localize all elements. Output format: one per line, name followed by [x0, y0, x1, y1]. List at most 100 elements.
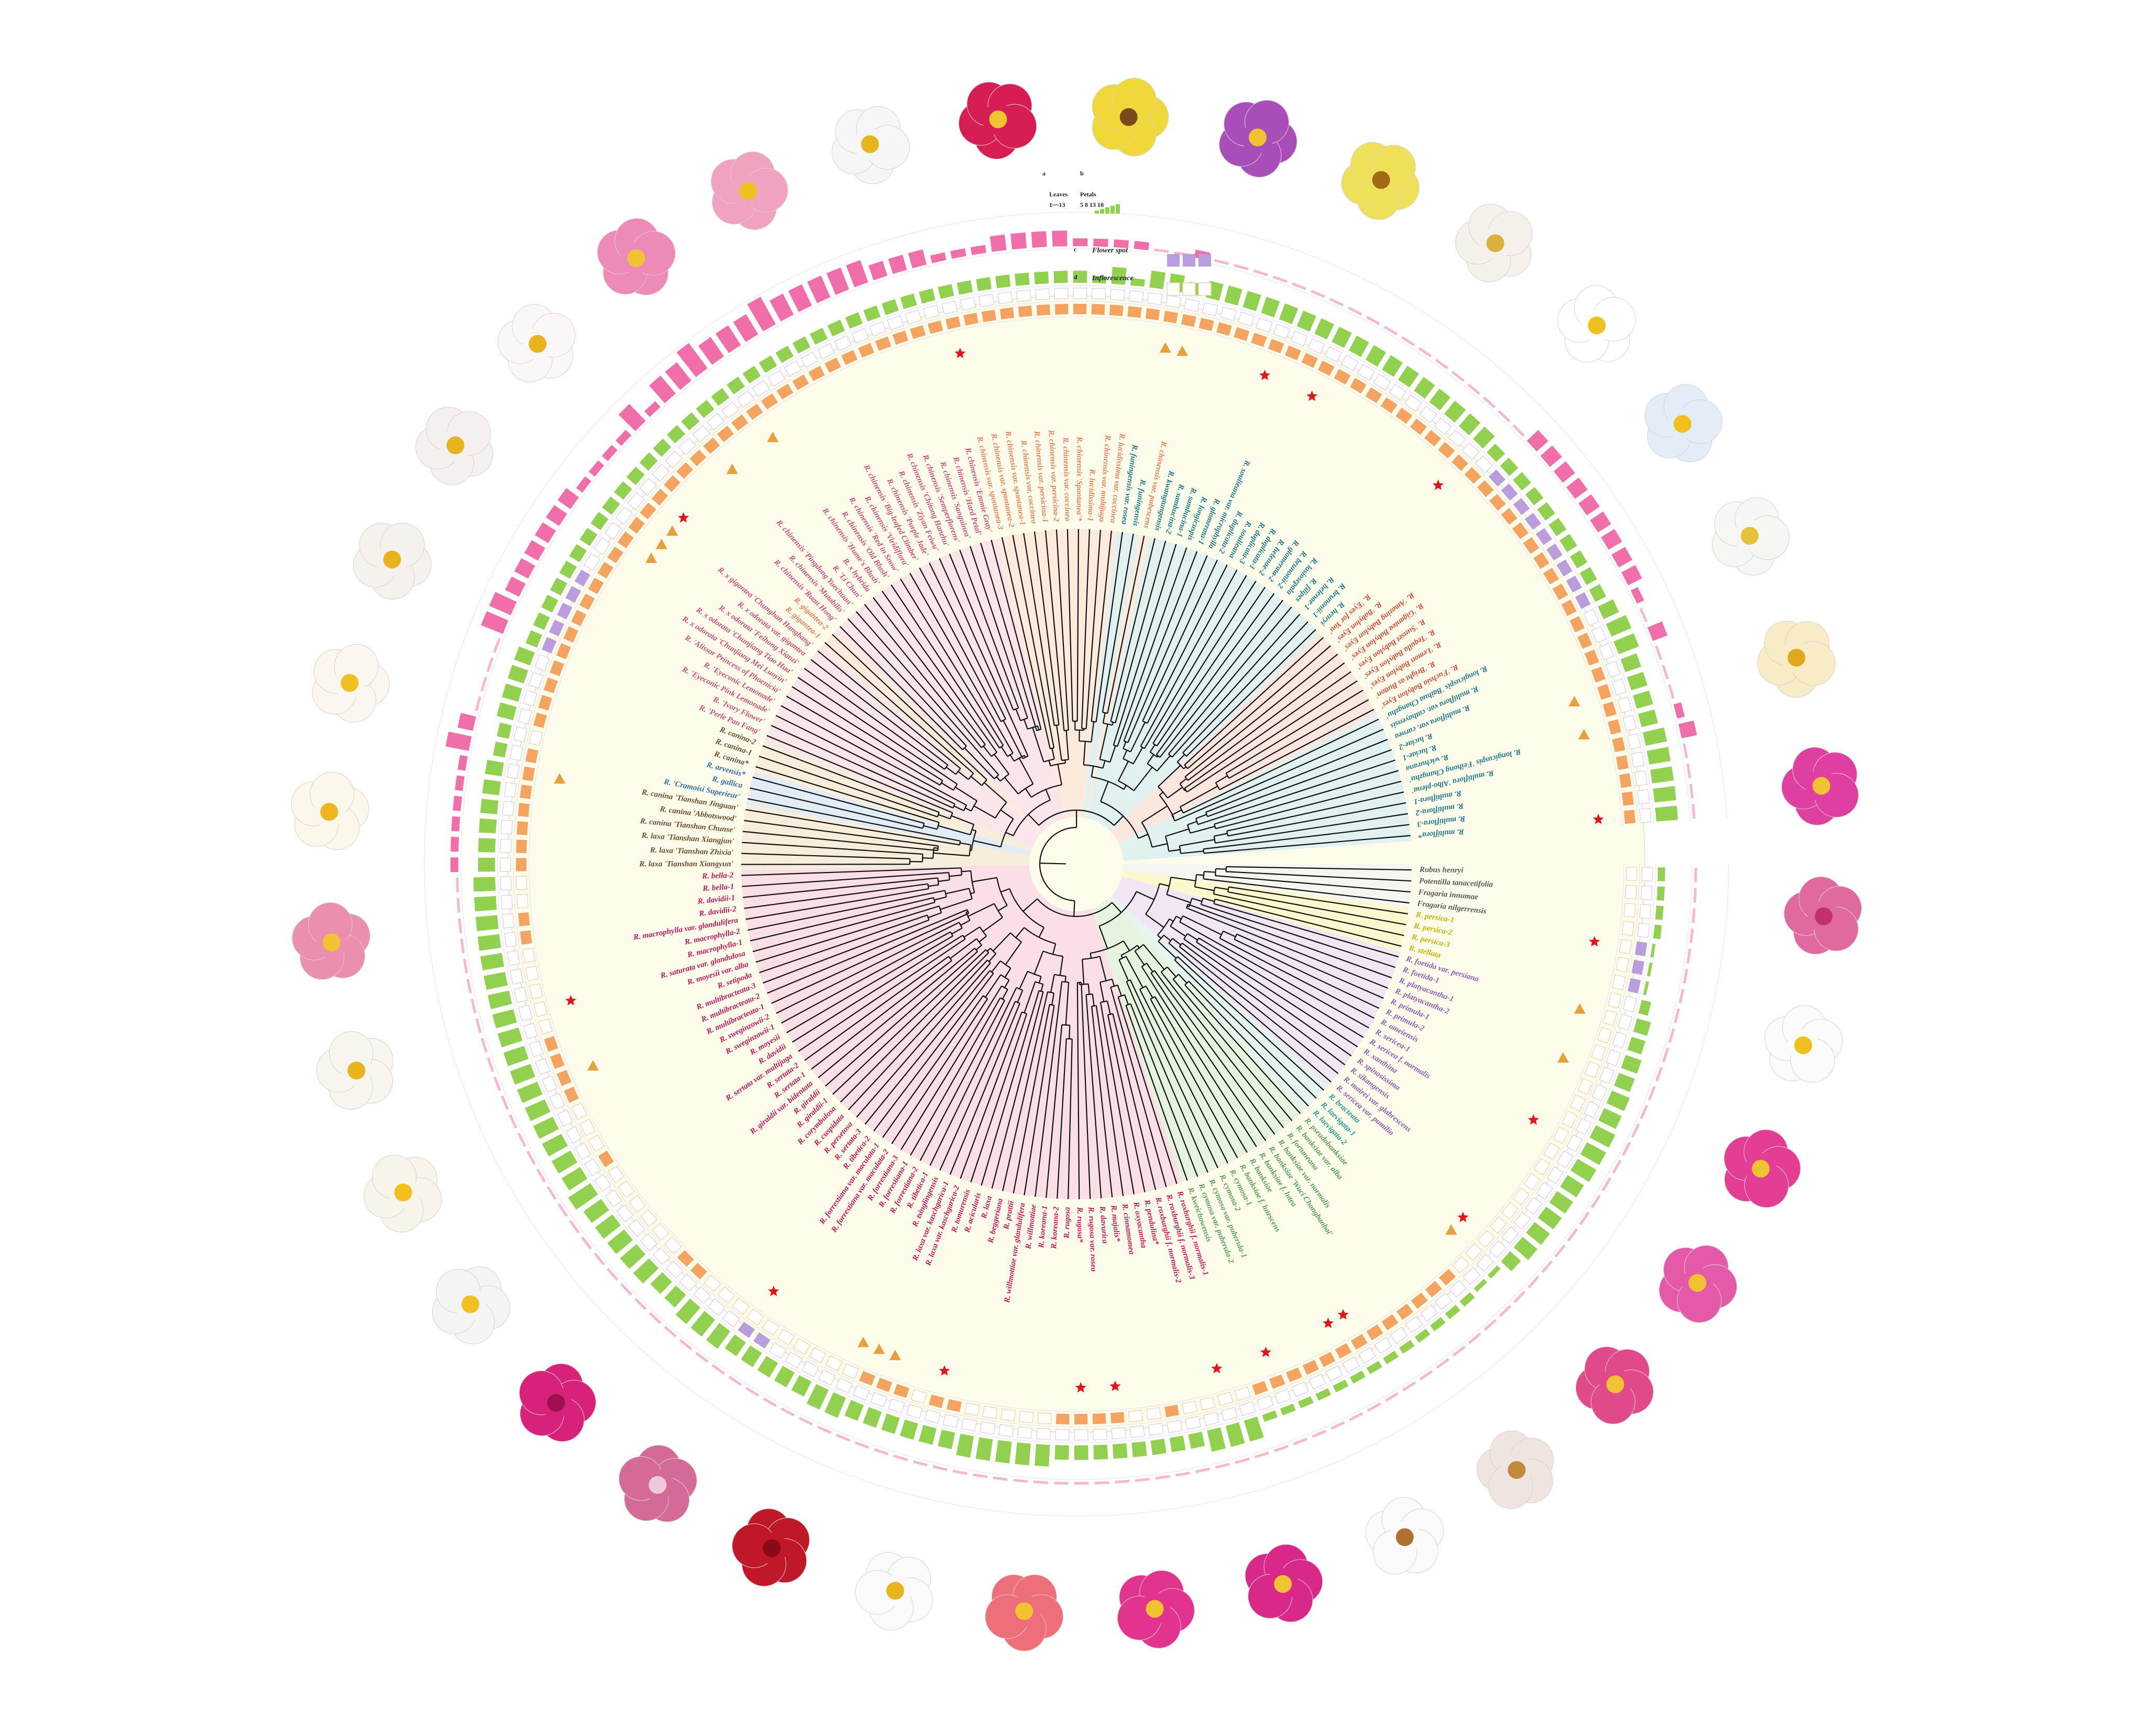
- leaves-bar: [639, 452, 658, 471]
- leaves-bar: [809, 327, 828, 345]
- flower-spot-cell: [800, 351, 818, 368]
- inflorescence-cell: [776, 383, 794, 400]
- star-marker: [678, 512, 689, 523]
- flower-spot-cell: [1290, 330, 1308, 347]
- leaves-bar: [758, 355, 777, 373]
- flower-spot-cell: [1092, 1428, 1107, 1441]
- flower-spot-cell: [1220, 306, 1237, 322]
- leaves-bar: [1650, 943, 1656, 958]
- petals-bar: [1578, 494, 1600, 516]
- inflorescence-cell: [732, 1297, 750, 1315]
- petals-bar: [505, 576, 526, 597]
- star-marker: [1433, 479, 1444, 490]
- leaves-bar: [1188, 1431, 1205, 1449]
- triangle-marker: [1557, 1052, 1569, 1063]
- flower-spot-cell: [924, 1409, 941, 1424]
- petals-bar: [1647, 1086, 1656, 1101]
- petals-bar: [1483, 1319, 1497, 1331]
- inflorescence-cell: [543, 677, 558, 693]
- inflorescence-cell: [522, 766, 535, 781]
- leaves-bar: [502, 683, 522, 702]
- flower-spot-cell: [565, 1126, 582, 1144]
- ring-guide: [513, 301, 1640, 1428]
- flower-spot-cell: [640, 1233, 658, 1252]
- flower-spot-cell: [1239, 1401, 1256, 1417]
- inflorescence-cell: [1018, 305, 1032, 317]
- flower-spot-cell: [678, 437, 697, 456]
- inflorescence-cell: [1489, 494, 1506, 511]
- flower-spot-cell: [941, 300, 958, 315]
- flower-spot-cell: [518, 1004, 533, 1022]
- petals-bar: [676, 343, 708, 378]
- petals-bar: [715, 325, 741, 353]
- petals-bar: [745, 1387, 760, 1397]
- inflorescence-cell: [516, 858, 527, 871]
- inflorescence-cell: [1410, 418, 1427, 435]
- flower-photo: [1117, 1570, 1195, 1649]
- leaves-bar: [482, 779, 501, 795]
- leaves-bar: [620, 1244, 646, 1269]
- leaves-bar: [806, 1384, 829, 1410]
- flower-spot-cell: [557, 602, 573, 620]
- inflorescence-cell: [1569, 616, 1585, 633]
- inflorescence-cell: [529, 730, 543, 746]
- petals-bar: [1554, 1244, 1566, 1258]
- leaves-bar: [995, 1440, 1012, 1464]
- leaves-bar: [478, 838, 496, 853]
- leaves-bar: [1458, 413, 1481, 436]
- leaves-bar: [579, 527, 598, 546]
- tree-branch: [1200, 898, 1396, 968]
- petals-bar: [972, 1473, 988, 1478]
- leaves-bar: [976, 277, 992, 292]
- leaves-bar: [1149, 270, 1166, 290]
- inflorescence-cell: [746, 403, 763, 420]
- inflorescence-cell: [1054, 304, 1069, 315]
- tip-label: R. rugosa: [1063, 1207, 1072, 1239]
- tree-branch: [1225, 866, 1412, 882]
- leaves-bar: [862, 1407, 882, 1428]
- leaves-bar: [1207, 1427, 1226, 1452]
- leaves-bar: [559, 560, 577, 579]
- inflorescence-cell: [1621, 921, 1634, 936]
- leaves-bar: [1655, 905, 1664, 920]
- flower-spot-cell: [1374, 1337, 1392, 1354]
- leaves-bar: [1130, 278, 1145, 287]
- flower-spot-cell: [961, 1418, 977, 1432]
- flower-photo: [732, 1508, 810, 1587]
- leaves-bar: [1513, 1236, 1538, 1260]
- leaves-bar: [1074, 1445, 1088, 1460]
- inflorescence-cell: [1533, 552, 1549, 569]
- tree-branch: [1125, 1003, 1198, 1181]
- inflorescence-cell: [1380, 397, 1398, 414]
- leaves-bar: [550, 577, 567, 596]
- petals-bar: [728, 1375, 742, 1386]
- leaves-bar: [508, 665, 529, 684]
- flower-photo: [292, 902, 370, 980]
- inflorescence-cell: [1561, 599, 1577, 616]
- leaves-bar: [1224, 285, 1242, 306]
- tip-label: R. laxa 'Tianshan Xiangyun': [639, 860, 733, 868]
- tree-branch: [742, 842, 923, 863]
- leaves-bar: [1315, 1388, 1332, 1401]
- petals-bar: [1540, 445, 1562, 467]
- inflorescence-cell: [1381, 1314, 1399, 1331]
- inflorescence-cell: [525, 965, 539, 981]
- flower-spot-cell: [736, 390, 755, 408]
- tree-branch: [1141, 805, 1168, 848]
- petals-bar: [1234, 264, 1249, 271]
- inflorescence-cell: [1612, 737, 1625, 753]
- inflorescence-cell: [1464, 467, 1481, 484]
- leaves-bar: [568, 1183, 598, 1210]
- petals-bar: [1526, 430, 1548, 452]
- triangle-marker: [889, 1350, 901, 1361]
- petals-bar: [487, 1057, 494, 1072]
- inflorescence-cell: [1553, 1126, 1569, 1144]
- leaves-bar: [690, 1311, 716, 1337]
- triangle-marker: [1445, 1224, 1457, 1235]
- petals-bar: [649, 375, 676, 403]
- inflorescence-cell: [533, 712, 547, 728]
- leaves-bar: [1383, 1351, 1399, 1365]
- legend-leaves-swatch: [1095, 211, 1099, 214]
- flower-spot-cell: [502, 801, 515, 816]
- inflorescence-cell: [1037, 1412, 1052, 1424]
